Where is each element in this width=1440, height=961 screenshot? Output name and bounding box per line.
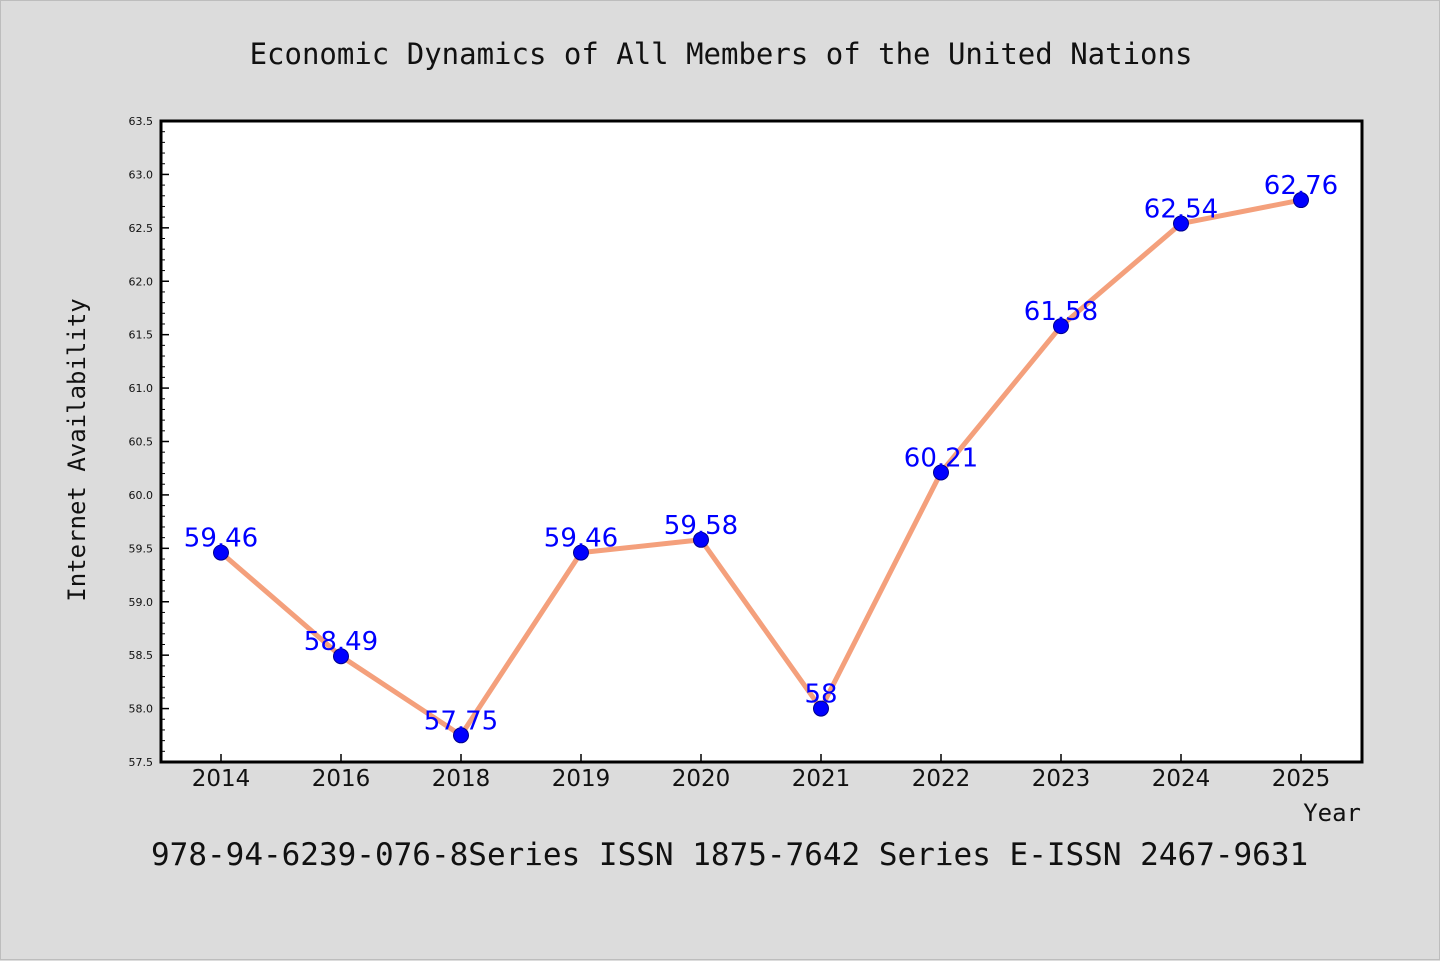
y-tick-label: 62.0: [129, 275, 154, 288]
data-point: [1053, 318, 1069, 335]
x-axis: 2014 2016 2018 2019 2020 2021 2022 2023 2024 2025: [192, 754, 1331, 792]
x-tick-label: 2016: [312, 766, 371, 792]
data-point: [813, 700, 829, 717]
x-tick-label: 2023: [1032, 766, 1091, 792]
data-point: [1173, 215, 1189, 232]
y-axis-title: Internet Availability: [63, 298, 91, 601]
x-tick-label: 2014: [192, 766, 251, 792]
y-tick-label: 57.5: [129, 756, 154, 769]
y-tick-label: 62.5: [129, 222, 154, 235]
x-tick-label: 2025: [1272, 766, 1331, 792]
footer-text: 978-94-6239-076-8Series ISSN 1875-7642 S…: [151, 837, 1308, 873]
data-label: 62.76: [1264, 171, 1338, 201]
y-tick-label: 61.0: [129, 382, 154, 395]
y-tick-label: 63.5: [129, 115, 154, 128]
x-tick-label: 2018: [432, 766, 491, 792]
series-line: [219, 197, 1302, 738]
chart-title: Economic Dynamics of All Members of the …: [250, 37, 1193, 71]
y-tick-label: 63.0: [129, 168, 154, 181]
data-label: 62.54: [1144, 195, 1218, 225]
y-tick-label: 58.5: [129, 649, 154, 662]
data-point: [333, 648, 349, 665]
data-point: [573, 544, 589, 561]
data-markers: [213, 192, 1309, 744]
data-label: 58.49: [304, 627, 378, 657]
data-labels: 59.46 58.49 57.75 59.46 59.58 58 60.21 61.58 62.…: [184, 171, 1338, 736]
x-tick-label: 2024: [1152, 766, 1211, 792]
data-point: [213, 544, 229, 561]
y-axis: 57.5 58.0 58.5 59.0 59.5 60.0 60.5 61.0 61.5 62.0…: [129, 115, 169, 769]
y-tick-label: 60.5: [129, 436, 154, 449]
y-tick-label: 59.5: [129, 542, 154, 555]
x-axis-title: Year: [1303, 799, 1361, 827]
x-tick-label: 2022: [912, 766, 971, 792]
y-tick-label: 60.0: [129, 489, 154, 502]
data-label: 58: [804, 680, 837, 710]
data-label: 59.58: [664, 511, 738, 541]
x-tick-label: 2019: [552, 766, 611, 792]
y-tick-label: 61.5: [129, 329, 154, 342]
data-label: 59.46: [544, 524, 618, 554]
data-point: [453, 727, 469, 744]
x-tick-label: 2020: [672, 766, 731, 792]
x-tick-label: 2021: [792, 766, 851, 792]
data-label: 57.75: [424, 706, 498, 736]
data-point: [1293, 192, 1309, 209]
y-tick-label: 58.0: [129, 703, 154, 716]
plot-area: [159, 119, 1364, 764]
y-tick-label: 59.0: [129, 596, 154, 609]
data-point: [693, 531, 709, 548]
data-label: 60.21: [904, 443, 978, 473]
data-point: [933, 464, 949, 481]
data-label: 59.46: [184, 524, 258, 554]
data-label: 61.58: [1024, 297, 1098, 327]
